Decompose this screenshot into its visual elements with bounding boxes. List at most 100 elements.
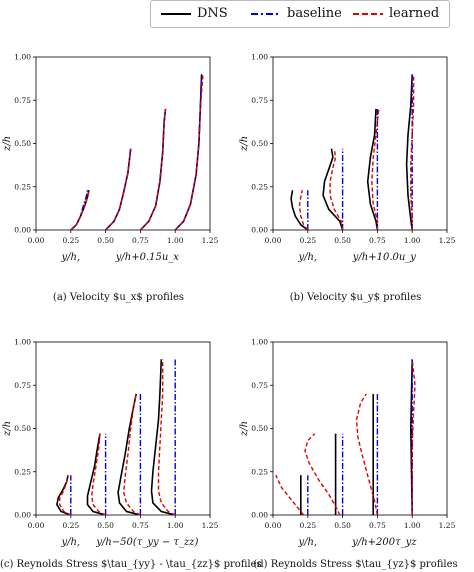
x-tick-label: 0.00	[28, 236, 45, 245]
series-dns-profile-1	[290, 190, 309, 230]
y-tick-label: 0.00	[251, 511, 268, 520]
x-tick-label: 0.00	[28, 521, 45, 530]
series-baseline-profile-4	[174, 74, 203, 230]
panel-b-velocity-uy: 0.00 0.25 0.50 0.75 1.00 1.25 0.00 0.25 0.50 0.75…	[239, 53, 456, 264]
y-tick-label: 0.75	[251, 381, 268, 390]
y-tick-label: 1.00	[14, 53, 31, 62]
panel-a-velocity-ux: 0.00 0.25 0.50 0.75 1.00 1.25 0.00 0.25 0.50 0.75…	[2, 53, 219, 264]
legend-label-learned: learned	[389, 6, 440, 21]
y-tick-label: 0.25	[251, 467, 268, 476]
x-axis-label-left: y/h,	[60, 252, 80, 263]
series-learned-profile-3	[139, 108, 167, 230]
series-group	[275, 359, 416, 515]
series-baseline-profile-1	[70, 190, 89, 230]
plot-frame	[272, 341, 448, 516]
x-tick-label: 0.50	[334, 236, 351, 245]
series-learned-profile-3	[371, 108, 380, 230]
series-learned-profile-1	[59, 475, 72, 515]
series-dns-profile-3	[117, 393, 141, 515]
x-tick-label: 0.50	[97, 236, 114, 245]
legend-line-learned	[353, 13, 383, 15]
y-tick-label: 1.00	[14, 338, 31, 347]
series-learned-profile-2	[105, 148, 132, 230]
series-dns-profile-1	[56, 475, 72, 515]
x-axis-label-right: y/h−50(τ_yy − τ_zz)	[95, 537, 198, 548]
y-axis-label: z/h	[2, 136, 13, 152]
x-axis-label-right: y/h+10.0u_y	[352, 252, 417, 263]
y-tick-label: 0.25	[251, 182, 268, 191]
plot-frame	[35, 341, 211, 516]
x-tick-label: 0.25	[62, 521, 79, 530]
y-axis-label: z/h	[239, 136, 250, 152]
x-tick-label: 0.75	[369, 521, 386, 530]
series-dns-profile-4	[150, 359, 176, 515]
caption-b: (b) Velocity $u_y$ profiles	[289, 292, 422, 303]
y-tick-label: 1.00	[251, 53, 268, 62]
y-tick-label: 0.50	[14, 424, 31, 433]
y-axis-label: z/h	[2, 421, 13, 437]
y-tick-label: 0.75	[251, 96, 268, 105]
x-axis-label-left: y/h,	[297, 537, 317, 548]
x-axis-label-left: y/h,	[297, 252, 317, 263]
y-tick-label: 0.25	[14, 467, 31, 476]
y-tick-label: 0.50	[251, 424, 268, 433]
y-tick-label: 0.00	[14, 226, 31, 235]
x-tick-label: 0.50	[97, 521, 114, 530]
y-tick-label: 0.00	[251, 226, 268, 235]
x-tick-label: 0.50	[334, 521, 351, 530]
series-learned-profile-2	[90, 433, 106, 515]
series-learned-profile-4	[411, 359, 416, 515]
x-tick-label: 1.00	[404, 236, 421, 245]
x-tick-label: 0.75	[132, 521, 149, 530]
panel-d-reynolds-stress-yz: 0.00 0.25 0.50 0.75 1.00 1.25 0.00 0.25 0.50 0.75…	[239, 338, 456, 549]
panel-c-reynolds-stress-diff: 0.00 0.25 0.50 0.75 1.00 1.25 0.00 0.25 0.50 0.75…	[2, 338, 219, 549]
series-learned-profile-1	[298, 190, 309, 230]
legend-line-baseline	[251, 13, 281, 15]
legend-label-dns: DNS	[197, 6, 228, 21]
series-group	[56, 359, 176, 515]
series-dns-profile-2	[86, 433, 106, 515]
x-tick-label: 1.25	[439, 236, 456, 245]
caption-c: (c) Reynolds Stress $\tau_{yy} - \tau_{z…	[0, 559, 262, 570]
x-tick-label: 0.00	[265, 521, 282, 530]
series-dns-profile-3	[366, 108, 379, 230]
series-learned-profile-2	[304, 433, 341, 515]
y-tick-label: 0.50	[251, 139, 268, 148]
y-tick-label: 1.00	[251, 338, 268, 347]
x-tick-label: 1.00	[167, 521, 184, 530]
x-tick-label: 1.25	[439, 521, 456, 530]
series-learned-profile-3	[122, 393, 141, 515]
x-axis-label-left: y/h,	[60, 537, 80, 548]
x-tick-label: 0.00	[265, 236, 282, 245]
series-learned-profile-4	[157, 359, 176, 515]
x-tick-label: 1.00	[167, 236, 184, 245]
legend-label-baseline: baseline	[287, 6, 342, 21]
series-learned-profile-2	[329, 148, 344, 230]
y-tick-label: 0.75	[14, 96, 31, 105]
series-learned-profile-1	[275, 474, 305, 515]
x-tick-label: 0.75	[132, 236, 149, 245]
y-tick-label: 0.00	[14, 511, 31, 520]
series-dns-profile-2	[105, 148, 132, 230]
y-axis-label: z/h	[239, 421, 250, 437]
series-baseline-profile-2	[105, 148, 132, 230]
x-tick-label: 0.25	[299, 521, 316, 530]
legend: DNS baseline learned	[150, 0, 450, 28]
series-learned-profile-4	[410, 74, 415, 230]
x-axis-label-right: y/h+0.15u_x	[115, 252, 180, 263]
series-learned-profile-1	[70, 190, 90, 230]
plot-frame	[35, 56, 211, 231]
x-tick-label: 0.25	[299, 236, 316, 245]
x-tick-label: 0.25	[62, 236, 79, 245]
series-learned-profile-4	[174, 74, 204, 230]
series-learned-profile-3	[355, 393, 379, 515]
legend-line-dns	[161, 13, 191, 15]
x-tick-label: 0.75	[369, 236, 386, 245]
y-tick-label: 0.50	[14, 139, 31, 148]
series-group	[70, 74, 204, 230]
series-dns-profile-2	[322, 148, 344, 230]
x-tick-label: 1.25	[202, 521, 219, 530]
caption-a: (a) Velocity $u_x$ profiles	[52, 292, 185, 303]
series-dns-profile-4	[405, 74, 413, 230]
y-tick-label: 0.75	[14, 381, 31, 390]
